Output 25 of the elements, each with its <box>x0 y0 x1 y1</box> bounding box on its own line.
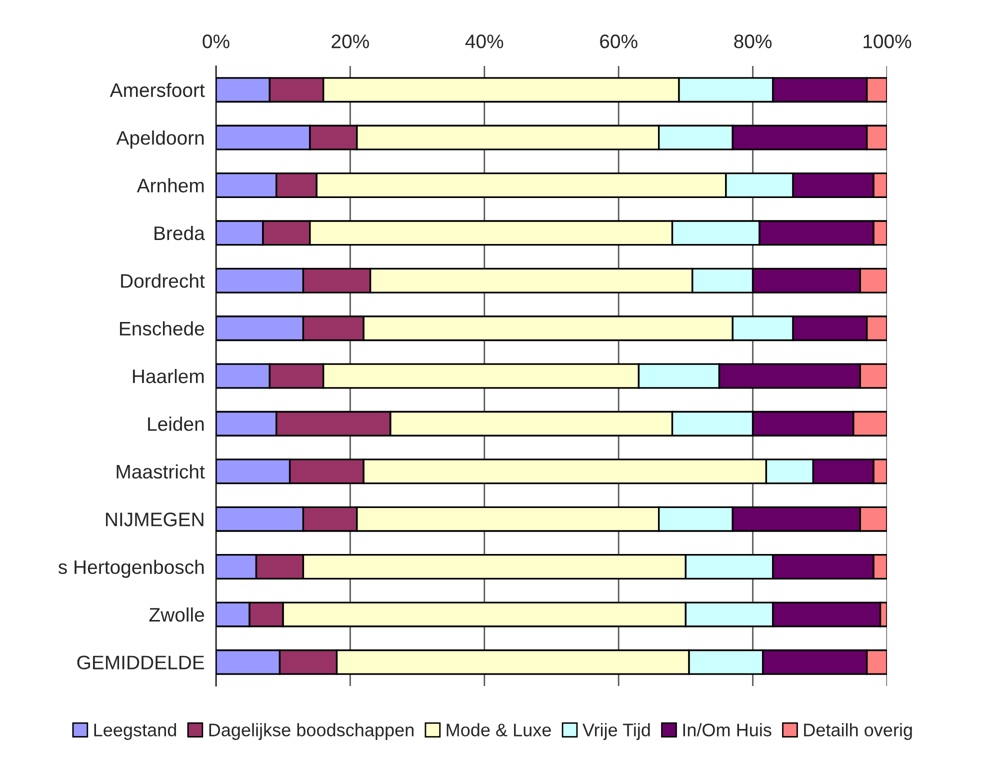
legend-label: Vrije Tijd <box>582 723 650 740</box>
y-tick-label: Breda <box>154 226 205 240</box>
x-tick-label: 0% <box>202 34 230 48</box>
y-tick-label: Enschede <box>120 321 204 336</box>
x-tick-label: 20% <box>332 34 369 48</box>
y-tick-label: Leiden <box>148 416 204 431</box>
y-tick-label: GEMIDDELDE <box>77 656 204 670</box>
y-tick-label: s Hertogenbosch <box>58 560 204 578</box>
legend-label: Dagelijkse boodschappen <box>209 723 414 740</box>
y-tick-label: Zwolle <box>149 607 204 622</box>
legend-label: Mode & Luxe <box>446 723 551 736</box>
y-tick-label: Maastricht <box>116 464 205 479</box>
legend-label: In/Om Huis <box>683 723 772 736</box>
legend-label: Detailh overig <box>804 723 912 740</box>
x-tick-label: 80% <box>734 34 772 48</box>
y-tick-label: NIJMEGEN <box>106 512 204 526</box>
x-tick-label: 60% <box>600 34 638 48</box>
y-tick-label: Arnhem <box>136 178 204 192</box>
x-tick-label: 40% <box>465 34 504 48</box>
x-tick-label: 100% <box>864 34 912 48</box>
y-tick-label: Apeldoorn <box>116 130 204 149</box>
legend-label: Leegstand <box>94 723 176 740</box>
y-tick-label: Dordrecht <box>121 274 205 288</box>
y-tick-label: Amersfoort <box>110 82 205 98</box>
y-tick-label: Haarlem <box>133 368 204 384</box>
